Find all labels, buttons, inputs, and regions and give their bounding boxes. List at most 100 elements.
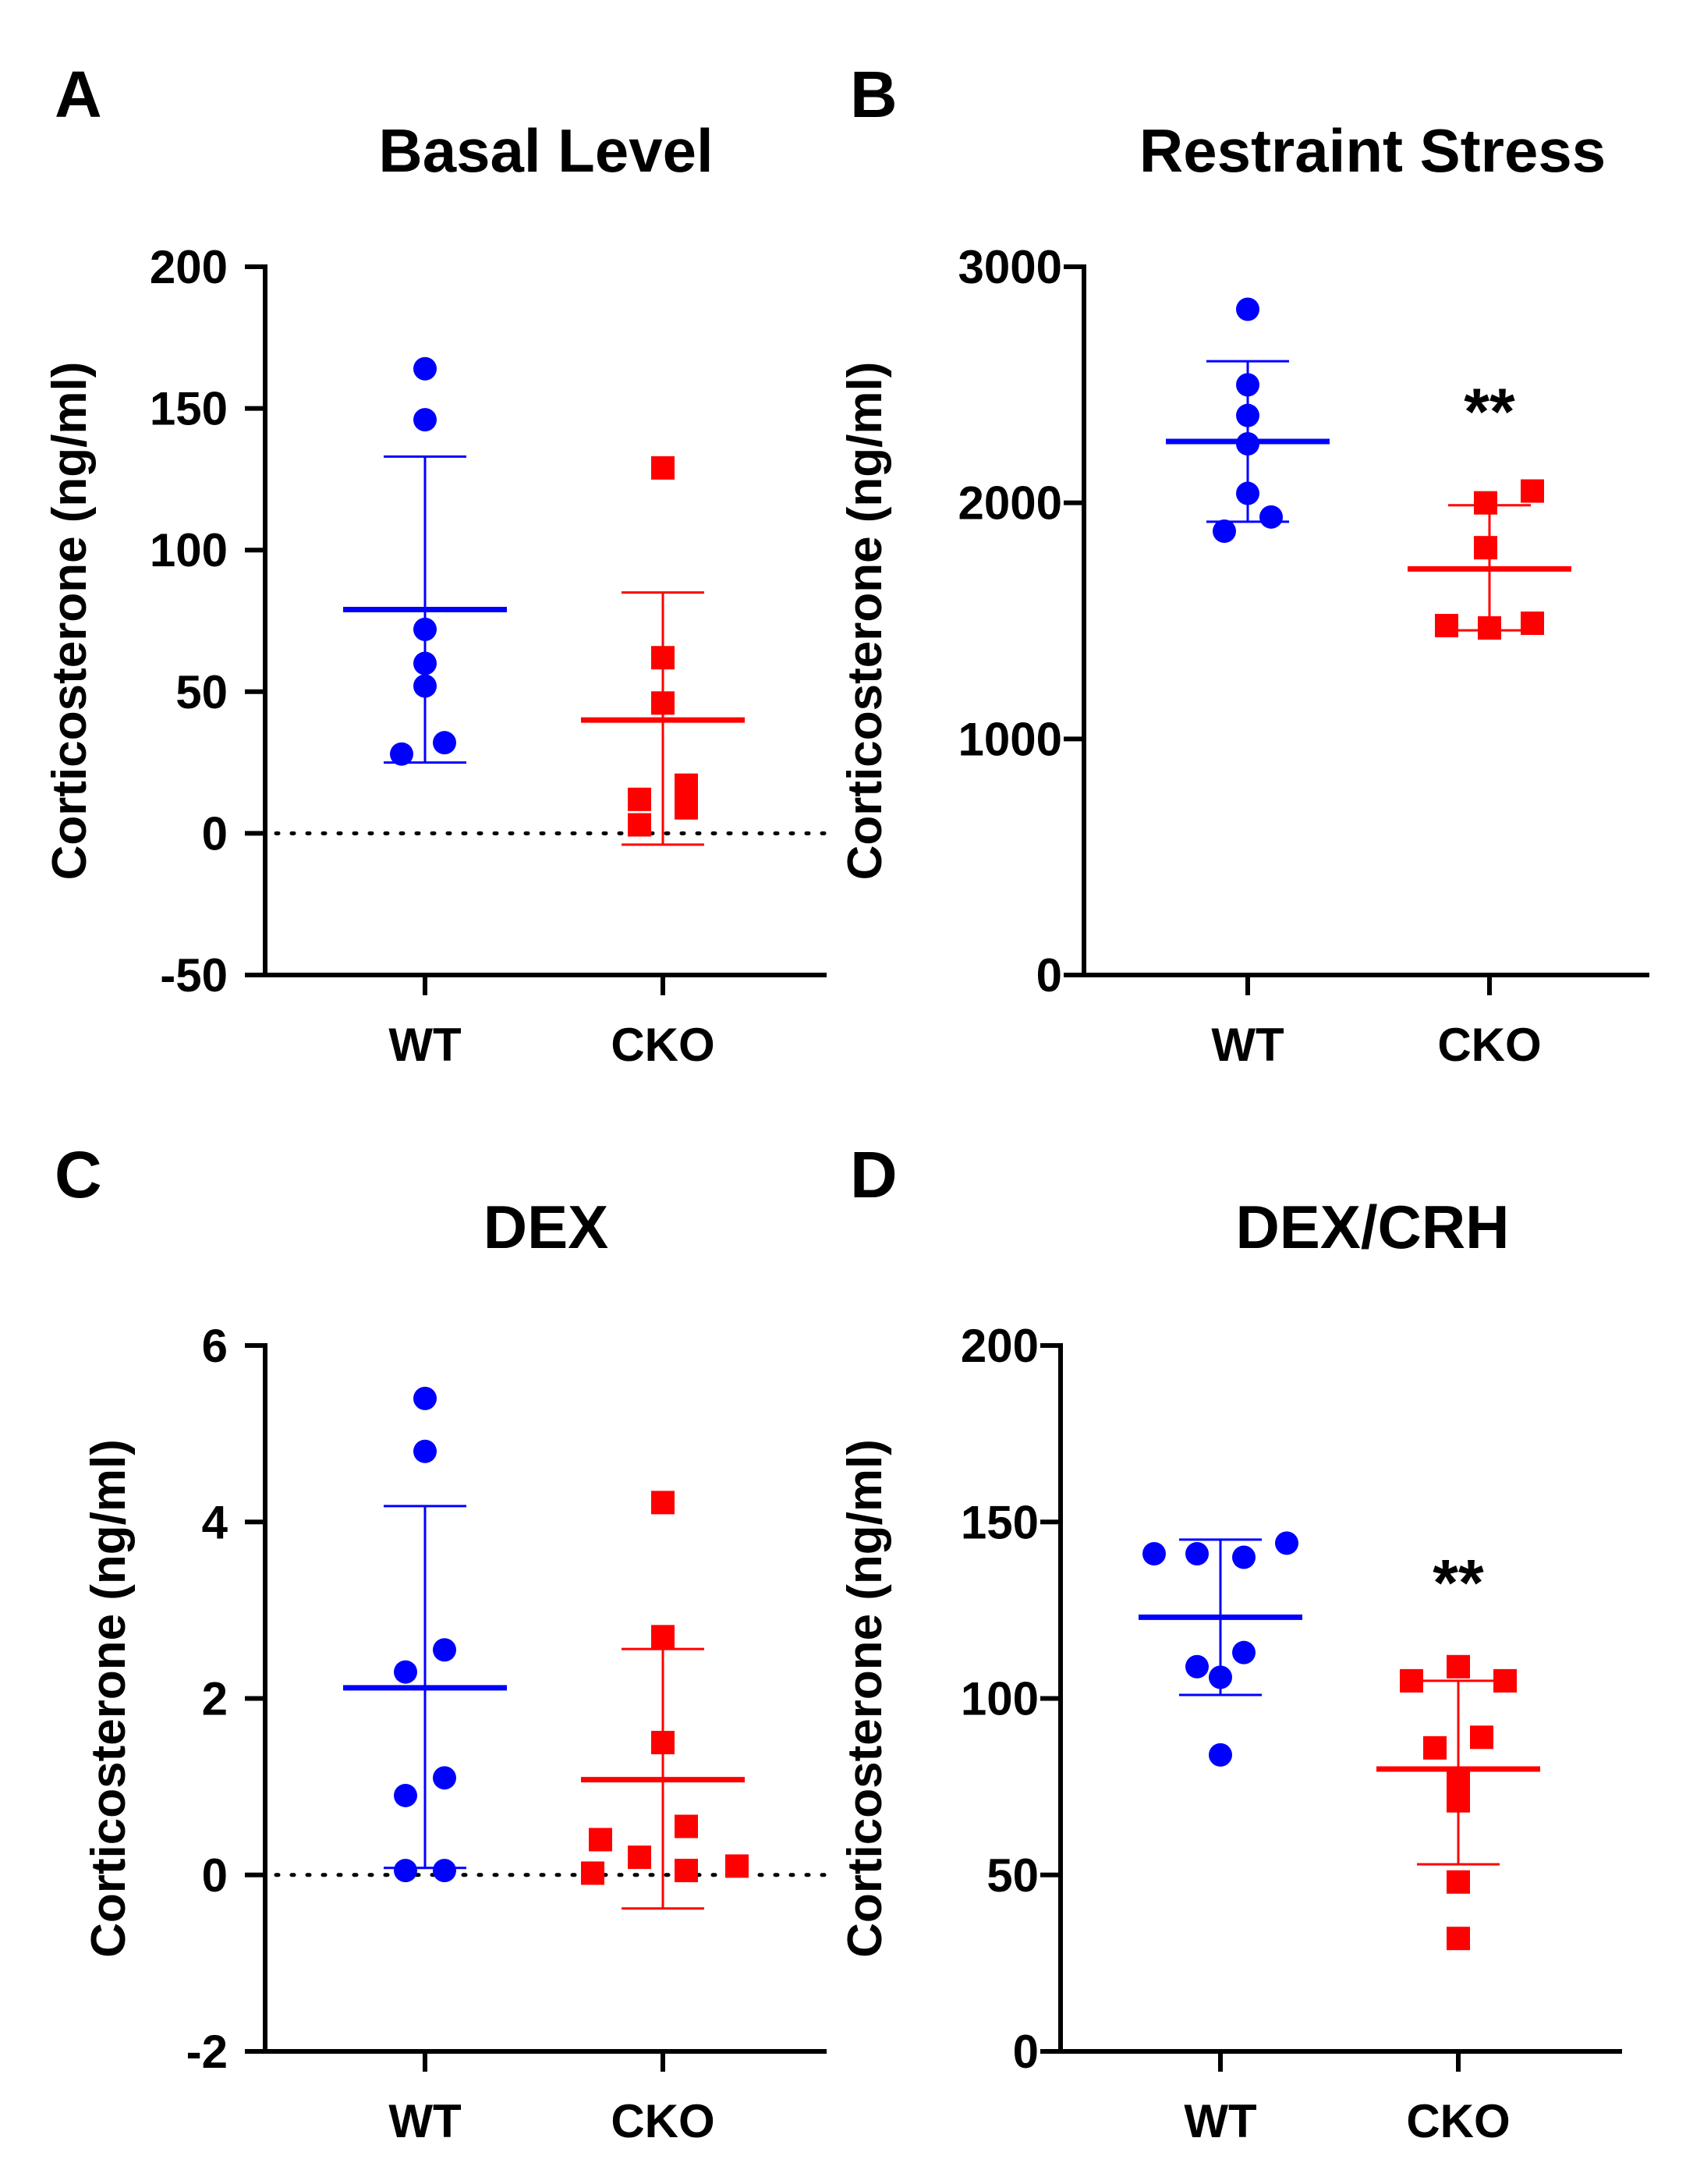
data-point-cko bbox=[1493, 1668, 1517, 1693]
data-point-cko bbox=[675, 1859, 698, 1883]
data-point-cko bbox=[651, 1731, 675, 1755]
y-tick-label: 4 bbox=[202, 1496, 228, 1548]
y-tick-label: -50 bbox=[160, 949, 228, 1002]
y-axis-title: Corticosterone (ng/ml) bbox=[838, 362, 892, 881]
data-point-cko bbox=[1478, 616, 1501, 640]
chart-title: Restraint Stress bbox=[1139, 116, 1606, 185]
x-tick-label: CKO bbox=[611, 2095, 714, 2147]
panel-letter: D bbox=[850, 1138, 898, 1211]
data-point-wt bbox=[1236, 403, 1259, 427]
data-point-cko bbox=[1447, 1870, 1470, 1894]
data-point-wt bbox=[413, 674, 437, 698]
y-tick-label: 200 bbox=[961, 1320, 1039, 1372]
data-point-wt bbox=[1236, 481, 1259, 505]
data-point-wt bbox=[1213, 519, 1236, 543]
y-tick-label: 6 bbox=[202, 1320, 228, 1372]
x-tick-label: CKO bbox=[1406, 2095, 1510, 2147]
data-point-cko bbox=[1447, 1654, 1470, 1679]
data-point-cko bbox=[651, 456, 675, 480]
y-tick-label: 2000 bbox=[958, 477, 1062, 530]
data-point-wt bbox=[1232, 1640, 1256, 1665]
data-point-cko bbox=[1400, 1668, 1423, 1693]
data-point-cko bbox=[1521, 479, 1544, 503]
data-point-wt bbox=[394, 1660, 417, 1684]
y-axis-title: Corticosterone (ng/ml) bbox=[43, 362, 97, 881]
x-tick-label: WT bbox=[1211, 1019, 1284, 1071]
data-point-cko bbox=[1521, 612, 1544, 636]
data-point-cko bbox=[1474, 536, 1497, 560]
data-point-wt bbox=[1236, 297, 1259, 321]
chart-title: DEX bbox=[483, 1193, 608, 1261]
data-point-wt bbox=[1232, 1545, 1256, 1569]
data-point-cko bbox=[651, 646, 675, 670]
data-point-cko bbox=[628, 1845, 651, 1870]
y-tick-label: 100 bbox=[961, 1673, 1039, 1725]
data-point-wt bbox=[1236, 432, 1259, 456]
data-point-cko bbox=[651, 1625, 675, 1649]
data-point-cko bbox=[581, 1861, 604, 1885]
panel-a: A Basal Level Corticosterone (ng/ml) 200 150… bbox=[43, 58, 829, 1071]
data-point-cko bbox=[589, 1828, 612, 1852]
data-point-wt bbox=[390, 742, 413, 766]
y-tick-label: 0 bbox=[1036, 949, 1062, 1002]
x-tick-label: WT bbox=[388, 2095, 461, 2147]
data-point-wt bbox=[1209, 1743, 1232, 1767]
panel-b: B Restraint Stress Corticosterone (ng/ml) 3… bbox=[838, 58, 1649, 1071]
data-point-wt bbox=[413, 408, 437, 432]
y-tick-label: -2 bbox=[186, 2026, 228, 2078]
data-point-wt bbox=[433, 1859, 456, 1883]
data-point-cko bbox=[675, 1814, 698, 1838]
data-point-wt bbox=[394, 1783, 417, 1807]
y-tick-label: 0 bbox=[202, 1849, 228, 1902]
data-point-wt bbox=[433, 731, 456, 755]
data-point-cko bbox=[1447, 1927, 1470, 1951]
significance-label: ** bbox=[1433, 1546, 1484, 1619]
data-point-cko bbox=[1423, 1736, 1447, 1760]
data-point-cko bbox=[1435, 614, 1458, 638]
data-point-cko bbox=[651, 1491, 675, 1515]
data-point-cko bbox=[725, 1854, 749, 1878]
chart-title: DEX/CRH bbox=[1235, 1193, 1509, 1261]
x-tick-label: CKO bbox=[611, 1019, 714, 1071]
data-point-cko bbox=[628, 813, 651, 837]
data-point-cko bbox=[651, 691, 675, 715]
data-point-cko bbox=[1474, 491, 1497, 515]
panel-letter: B bbox=[850, 58, 898, 131]
data-point-cko bbox=[675, 773, 698, 797]
y-tick-label: 200 bbox=[150, 241, 228, 293]
chart-title: Basal Level bbox=[378, 116, 713, 185]
y-tick-label: 50 bbox=[175, 666, 228, 718]
data-point-wt bbox=[1185, 1541, 1209, 1565]
y-axis-title: Corticosterone (ng/ml) bbox=[82, 1439, 136, 1958]
panel-d: D DEX/CRH Corticosterone (ng/ml) 200 150 100 5… bbox=[838, 1138, 1622, 2147]
panel-letter: C bbox=[55, 1138, 102, 1211]
y-tick-label: 50 bbox=[986, 1849, 1039, 1902]
data-point-wt bbox=[433, 1638, 456, 1662]
data-point-wt bbox=[1275, 1531, 1298, 1555]
data-point-wt bbox=[413, 1439, 437, 1463]
data-point-wt bbox=[1236, 373, 1259, 397]
significance-label: ** bbox=[1464, 375, 1515, 448]
x-tick-label: WT bbox=[388, 1019, 461, 1071]
y-axis-title: Corticosterone (ng/ml) bbox=[838, 1439, 892, 1958]
y-tick-label: 100 bbox=[150, 524, 228, 576]
data-point-wt bbox=[413, 651, 437, 675]
data-point-cko bbox=[675, 796, 698, 820]
x-tick-label: CKO bbox=[1437, 1019, 1541, 1071]
x-tick-label: WT bbox=[1184, 2095, 1256, 2147]
data-point-cko bbox=[1470, 1725, 1493, 1750]
y-tick-label: 1000 bbox=[958, 713, 1062, 765]
data-point-wt bbox=[1142, 1541, 1166, 1565]
data-point-wt bbox=[394, 1859, 417, 1883]
data-point-wt bbox=[1209, 1665, 1232, 1689]
y-tick-label: 2 bbox=[202, 1673, 228, 1725]
y-tick-label: 3000 bbox=[958, 241, 1062, 293]
data-point-cko bbox=[628, 787, 651, 811]
y-tick-label: 0 bbox=[1013, 2026, 1039, 2078]
data-point-wt bbox=[413, 356, 437, 381]
panel-c: C DEX Corticosterone (ng/ml) 6 4 2 0 -2 WT CKO bbox=[55, 1138, 829, 2147]
data-point-wt bbox=[413, 617, 437, 641]
panel-letter: A bbox=[55, 58, 102, 131]
data-point-wt bbox=[1185, 1654, 1209, 1679]
